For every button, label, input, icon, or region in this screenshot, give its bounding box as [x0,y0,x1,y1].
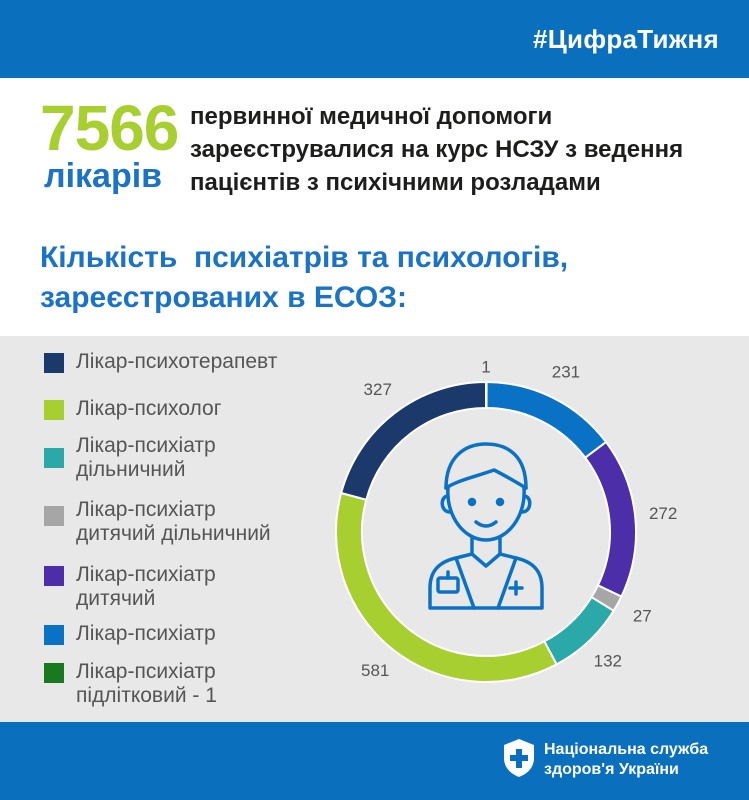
donut-value-label: 581 [361,661,389,680]
shield-cross-icon [504,739,534,777]
legend-label-line: Лікар-психолог [76,397,222,420]
organization-name: Національна служба здоров'я України [544,740,708,780]
donut-slice [339,380,487,501]
donut-value-label: 327 [364,380,392,399]
headline-line: пацієнтів з психічними розладами [190,169,601,196]
legend-label: Лікар-психіатр дільничний [76,434,296,482]
donut-chart: 1 231 272 27 132 581 327 [335,357,677,683]
legend-label-line: Лікар-психіатр [76,660,216,683]
legend-item-child-psychiatrist: Лікар-психіатр дитячий [44,563,296,611]
organization-name-line: Національна служба [544,741,709,758]
header-bar [0,0,749,78]
donut-value-label: 231 [552,362,580,381]
donut-slice [583,440,637,598]
headline-unit: лікарів [44,157,163,195]
legend-item-psychotherapist: Лікар-психотерапевт [44,350,296,374]
headline-description: первинної медичної допомоги зареєструвал… [190,100,683,199]
legend-item-adolescent-psychiatrist: Лікар-психіатр підлітковий - 1 [44,660,296,708]
donut-value-label: 1 [481,357,490,376]
legend-swatch [44,448,64,468]
headline-number: 7566 [40,92,179,164]
legend-label: Лікар-психолог [76,397,296,421]
legend-swatch [44,566,64,586]
legend-swatch [44,400,64,420]
hashtag-title: #ЦифраТижня [532,24,719,54]
legend-label-line: Лікар-психотерапевт [76,350,278,373]
footer-bar [0,722,749,800]
legend-label: Лікар-психіатр дитячий дільничний [76,498,296,546]
doctor-icon [428,442,544,610]
legend-swatch [44,506,64,526]
legend-label-line: дільничний [76,458,186,481]
legend-label-line: Лікар-психіатр [76,563,216,586]
donut-slices [335,380,637,683]
donut-value-label: 132 [594,651,622,670]
donut-value-labels: 1 231 272 27 132 581 327 [361,357,677,679]
legend-item-psychologist: Лікар-психолог [44,397,296,421]
legend-label-line: Лікар-психіатр [76,622,216,645]
legend-swatch [44,353,64,373]
legend-label: Лікар-психотерапевт [76,350,296,374]
section-title: Кількість психіатрів та психологів, заре… [40,238,568,318]
legend-label-line: підлітковий - 1 [76,684,217,707]
legend-label: Лікар-психіатр підлітковий - 1 [76,660,296,708]
legend-label: Лікар-психіатр [76,622,296,646]
donut-value-label: 272 [649,504,677,523]
headline-line: зареєструвалися на курс НСЗУ з ведення [190,136,684,163]
donut-value-label: 27 [633,607,652,626]
section-title-line: Кількість психіатрів та психологів, [40,241,569,274]
legend-label-line: Лікар-психіатр [76,498,216,521]
legend-swatch [44,625,64,645]
legend-item-psychiatrist: Лікар-психіатр [44,622,296,646]
headline-line: первинної медичної допомоги [190,103,553,130]
legend-swatch [44,663,64,683]
legend-label-line: дитячий [76,587,156,610]
legend-item-district-psychiatrist: Лікар-психіатр дільничний [44,434,296,482]
section-title-line: зареєстрованих в ЕСОЗ: [40,281,407,314]
legend-label-line: дитячий дільничний [76,522,271,545]
organization-name-line: здоров'я України [544,761,679,778]
legend-item-child-district-psychiatrist: Лікар-психіатр дитячий дільничний [44,498,296,546]
legend-label: Лікар-психіатр дитячий [76,563,296,611]
legend-label-line: Лікар-психіатр [76,434,216,457]
